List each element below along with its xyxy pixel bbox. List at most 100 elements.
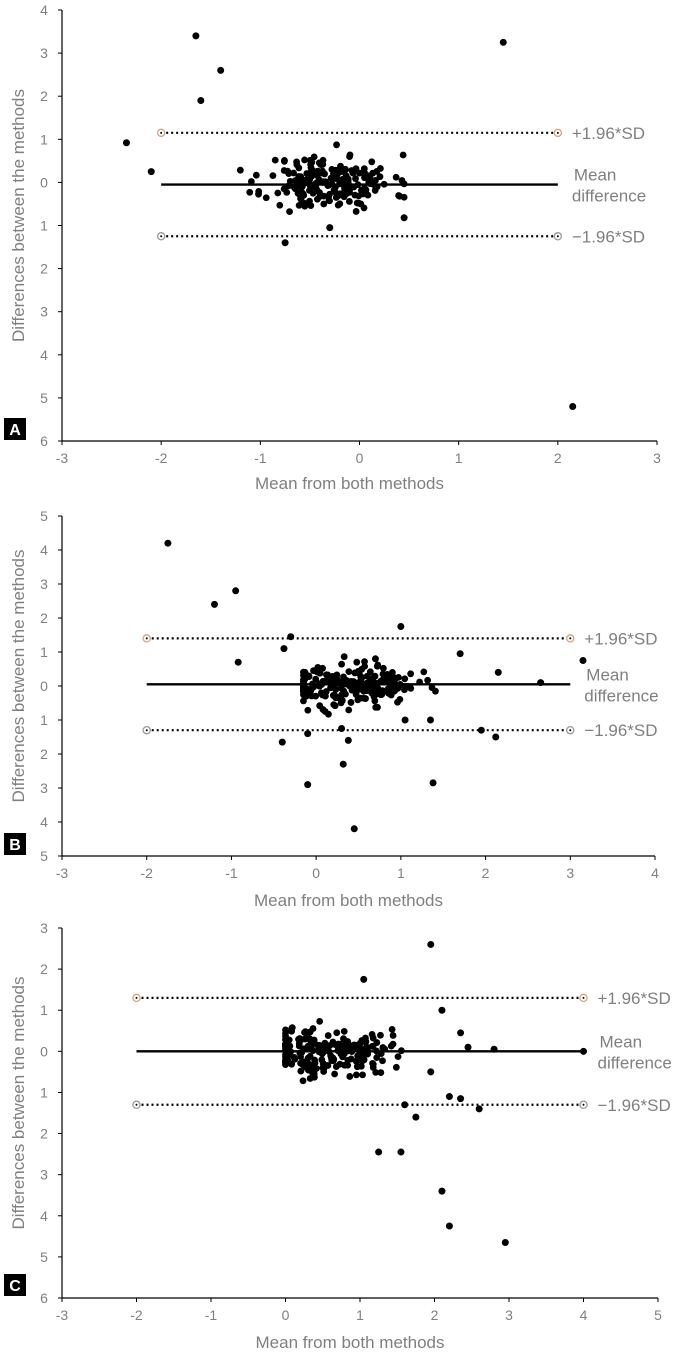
y-tick-label: 4 bbox=[40, 347, 48, 363]
data-point bbox=[320, 200, 328, 208]
data-point-outlier bbox=[304, 730, 312, 738]
y-tick-label: 1 bbox=[40, 1084, 48, 1100]
data-point-outlier bbox=[217, 66, 225, 74]
data-point-outlier bbox=[490, 1045, 498, 1053]
data-point bbox=[339, 1048, 347, 1056]
y-tick-label: 1 bbox=[40, 218, 48, 234]
x-tick-label: -1 bbox=[254, 450, 267, 466]
x-tick-label: 2 bbox=[431, 1307, 439, 1323]
data-point bbox=[325, 710, 332, 718]
mean-label-line2: difference bbox=[598, 1053, 672, 1072]
mean-label-line1: Mean bbox=[586, 665, 629, 684]
panel-badge-label: A bbox=[9, 422, 21, 439]
data-point bbox=[320, 1068, 328, 1075]
data-point bbox=[352, 681, 360, 689]
data-point bbox=[282, 1026, 289, 1034]
data-point bbox=[369, 674, 377, 682]
data-point bbox=[341, 166, 349, 174]
data-point bbox=[400, 193, 408, 201]
x-tick-label: 1 bbox=[397, 865, 405, 881]
data-point bbox=[293, 158, 300, 166]
upper-limit-marker-dot bbox=[160, 131, 163, 134]
data-point bbox=[373, 1054, 381, 1062]
y-tick-label: 2 bbox=[40, 610, 48, 626]
data-point bbox=[326, 190, 333, 198]
data-point bbox=[369, 1059, 376, 1067]
data-point bbox=[319, 160, 327, 168]
y-axis-label: Differences between the methods bbox=[9, 550, 28, 803]
data-point bbox=[316, 193, 324, 200]
upper-limit-label: +1.96*SD bbox=[572, 124, 645, 143]
data-point bbox=[339, 181, 347, 189]
data-point-outlier bbox=[475, 1105, 483, 1113]
data-point bbox=[335, 679, 343, 687]
data-point bbox=[387, 681, 394, 689]
data-point-outlier bbox=[281, 239, 289, 247]
data-point bbox=[360, 1045, 368, 1053]
data-point-outlier bbox=[438, 1006, 446, 1014]
data-point bbox=[310, 153, 318, 161]
lower-limit-marker-dot bbox=[569, 729, 572, 732]
upper-limit-marker-dot bbox=[556, 131, 559, 134]
data-point bbox=[376, 173, 384, 181]
y-tick-label: 5 bbox=[40, 1249, 48, 1265]
data-point bbox=[358, 665, 366, 673]
data-point bbox=[416, 678, 423, 686]
data-point bbox=[280, 157, 288, 165]
data-point bbox=[338, 697, 346, 704]
data-point bbox=[331, 1041, 339, 1048]
data-point-outlier bbox=[579, 657, 587, 664]
y-tick-label: 6 bbox=[40, 1290, 48, 1306]
data-point-outlier bbox=[477, 726, 485, 734]
x-tick-label: 5 bbox=[654, 1307, 662, 1323]
x-tick-label: 0 bbox=[312, 865, 320, 881]
data-point bbox=[301, 200, 309, 207]
data-point bbox=[301, 1063, 309, 1071]
data-point bbox=[313, 668, 321, 676]
data-point bbox=[378, 678, 386, 685]
data-point bbox=[407, 670, 415, 678]
data-point bbox=[356, 169, 363, 177]
y-tick-label: 0 bbox=[40, 678, 48, 694]
data-point bbox=[271, 156, 279, 164]
y-tick-label: 2 bbox=[40, 961, 48, 977]
lower-limit-label: −1.96*SD bbox=[584, 721, 657, 740]
data-point bbox=[351, 669, 359, 677]
data-point bbox=[331, 692, 339, 700]
data-point bbox=[309, 1025, 317, 1032]
y-axis-label: Differences between the methods bbox=[9, 977, 28, 1230]
data-point bbox=[351, 191, 359, 199]
data-point bbox=[319, 167, 326, 175]
data-point bbox=[394, 1053, 402, 1060]
y-tick-label: 1 bbox=[40, 712, 48, 728]
data-point-outlier bbox=[499, 38, 507, 46]
data-point bbox=[374, 703, 381, 711]
data-point-outlier bbox=[537, 679, 545, 687]
data-point bbox=[345, 706, 353, 714]
data-point-outlier bbox=[457, 1029, 465, 1037]
data-point bbox=[299, 1077, 307, 1085]
data-point bbox=[300, 697, 307, 705]
data-point-outlier bbox=[350, 825, 358, 833]
x-axis-label: Mean from both methods bbox=[255, 474, 444, 493]
panel-c: 3 2 1 0 1 2 3 4 5 6 -3 -2 -1 0 1 2 3 4 5 Mean from both met… bbox=[4, 920, 672, 1352]
data-point bbox=[301, 1029, 308, 1036]
data-point bbox=[312, 692, 320, 700]
x-tick-label: -3 bbox=[56, 865, 69, 881]
data-point bbox=[295, 164, 303, 172]
data-point-outlier bbox=[456, 650, 464, 658]
data-point-outlier bbox=[397, 1148, 405, 1156]
data-point-outlier bbox=[278, 738, 286, 746]
x-tick-label: -1 bbox=[225, 865, 238, 881]
data-point bbox=[339, 689, 347, 697]
data-point-outlier bbox=[494, 668, 502, 676]
y-tick-label: 4 bbox=[40, 542, 48, 558]
mean-label-line1: Mean bbox=[600, 1032, 643, 1051]
data-point-outlier bbox=[492, 733, 500, 741]
data-point bbox=[380, 180, 388, 188]
data-point bbox=[359, 1071, 366, 1079]
data-point-outlier bbox=[400, 214, 408, 222]
y-tick-label: 1 bbox=[40, 1002, 48, 1018]
data-point bbox=[379, 1044, 387, 1051]
